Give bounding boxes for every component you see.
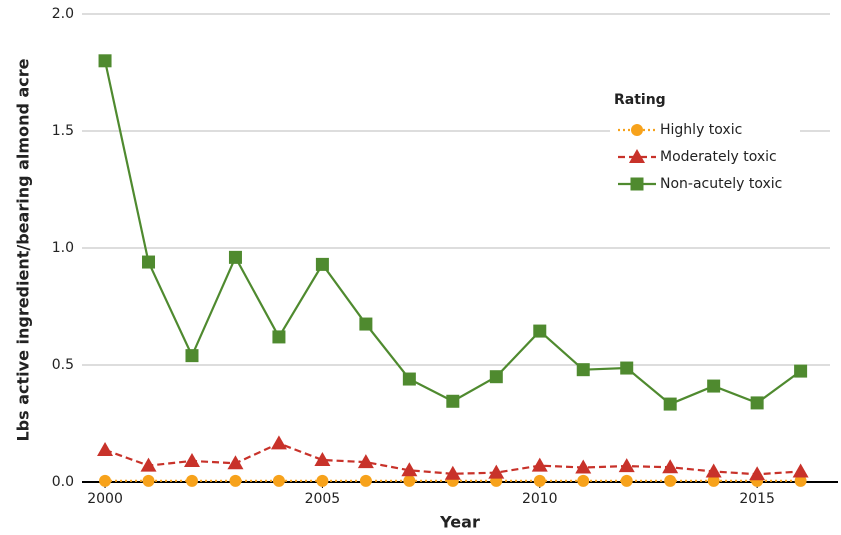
marker xyxy=(183,452,200,467)
y-tick-label: 0.5 xyxy=(52,357,74,373)
marker xyxy=(794,364,808,378)
marker xyxy=(97,441,114,456)
x-tick-label: 2005 xyxy=(305,491,341,507)
marker xyxy=(359,317,373,331)
marker xyxy=(705,463,722,478)
y-tick-label: 1.0 xyxy=(52,240,74,256)
x-tick-label: 2010 xyxy=(522,491,558,507)
marker xyxy=(707,474,720,487)
marker xyxy=(98,54,112,68)
legend-label: Highly toxic xyxy=(660,122,742,138)
marker xyxy=(446,394,460,408)
marker xyxy=(402,372,416,386)
marker xyxy=(575,459,592,474)
legend: Rating Highly toxic Moderately toxic Non-ac… xyxy=(610,86,800,204)
legend-marker xyxy=(630,177,644,191)
marker xyxy=(794,474,807,487)
y-tick-label: 0.0 xyxy=(52,474,74,490)
marker xyxy=(403,474,416,487)
marker xyxy=(142,474,155,487)
x-axis-title: Year xyxy=(439,513,480,532)
legend-marker xyxy=(631,124,643,136)
marker xyxy=(316,474,329,487)
legend-label: Non-acutely toxic xyxy=(660,176,782,192)
x-tick-label: 2015 xyxy=(739,491,775,507)
marker xyxy=(185,474,198,487)
marker xyxy=(750,396,764,410)
marker xyxy=(792,463,809,478)
marker xyxy=(314,452,331,467)
marker xyxy=(620,361,634,375)
legend-marker xyxy=(629,149,645,163)
y-axis-title: Lbs active ingredient/bearing almond acr… xyxy=(14,58,33,441)
marker xyxy=(489,370,503,384)
marker xyxy=(444,465,461,480)
marker xyxy=(270,435,287,450)
marker xyxy=(533,474,546,487)
marker xyxy=(272,474,285,487)
marker xyxy=(357,454,374,469)
marker xyxy=(272,330,286,344)
legend-title: Rating xyxy=(614,92,666,108)
marker xyxy=(533,324,547,338)
marker xyxy=(185,349,199,363)
marker xyxy=(359,474,372,487)
x-tick-label: 2000 xyxy=(87,491,123,507)
marker xyxy=(531,457,548,472)
marker xyxy=(620,474,633,487)
marker xyxy=(228,250,242,264)
marker xyxy=(707,379,721,393)
marker xyxy=(140,457,157,472)
marker xyxy=(662,459,679,474)
marker xyxy=(664,474,677,487)
marker xyxy=(577,474,590,487)
legend-label: Moderately toxic xyxy=(660,149,777,165)
marker xyxy=(618,458,635,473)
y-tick-label: 2.0 xyxy=(52,6,74,22)
marker xyxy=(315,257,329,271)
marker xyxy=(488,464,505,479)
marker xyxy=(663,397,677,411)
marker xyxy=(576,363,590,377)
marker xyxy=(142,255,156,269)
marker xyxy=(401,462,418,477)
y-tick-label: 1.5 xyxy=(52,123,74,139)
marker xyxy=(749,466,766,481)
marker xyxy=(227,455,244,470)
marker xyxy=(99,474,112,487)
marker xyxy=(229,474,242,487)
